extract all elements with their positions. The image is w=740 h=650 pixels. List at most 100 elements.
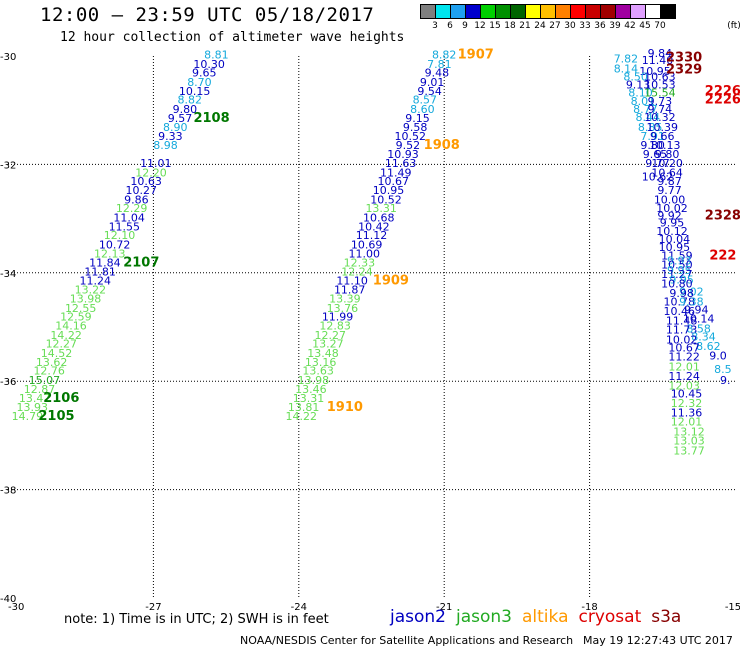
wave-height-value: 9.80: [173, 103, 198, 116]
lat-tick-label: -34: [0, 269, 16, 280]
time-label: 2108: [193, 111, 229, 126]
wave-height-value: 10.42: [358, 221, 390, 234]
wave-height-value: 10.72: [99, 238, 131, 251]
wave-height-value: 10.45: [671, 387, 703, 400]
wave-height-value: 9.48: [425, 67, 450, 80]
wave-height-value: 13.98: [298, 374, 330, 387]
legend-label: 24: [534, 21, 546, 31]
wave-height-value: 13.12: [673, 425, 705, 438]
wave-height-value: 8.44: [636, 111, 661, 124]
wave-height-value: 13.46: [295, 383, 327, 396]
legend-labels: (ft) 3 6 9 12 15 18 21 24 27 30 33 36 39 42 45 70: [420, 19, 740, 33]
wave-height-value: 13.48: [307, 347, 339, 360]
legend-label: 30: [564, 21, 576, 31]
lon-tick-label: -15: [725, 602, 740, 613]
wave-height-value: 9.66: [650, 130, 675, 143]
wave-height-value: 12.29: [116, 202, 148, 215]
wave-height-value: 12.27: [46, 338, 78, 351]
wave-height-value: 8.34: [691, 331, 716, 344]
wave-height-value: 9.58: [403, 121, 428, 134]
wave-height-value: 9.0: [709, 350, 727, 363]
time-label: 1910: [327, 400, 363, 415]
wave-height-value: 9.77: [645, 157, 670, 170]
wave-height-value: 10.13: [649, 139, 681, 152]
legend-label: 39: [609, 21, 621, 31]
wave-height-value: 12.03: [668, 379, 700, 392]
legend-label: 6: [447, 21, 453, 31]
wave-height-value: 9.01: [420, 76, 445, 89]
satellite-legend-jason2: jason2: [390, 607, 446, 627]
wave-height-value: 11.48: [666, 314, 698, 327]
wave-height-value: 10.67: [378, 175, 410, 188]
wave-height-value: 7.82: [614, 53, 639, 66]
wave-height-value: 8.82: [178, 94, 203, 107]
wave-height-value: 10.46: [664, 305, 696, 318]
wave-height-value: 8.50: [623, 70, 648, 83]
wave-height-value: 8.57: [413, 94, 438, 107]
wave-height-value: 10.39: [647, 121, 679, 134]
wave-height-value: 11.99: [322, 310, 354, 323]
wave-height-value: 9.02: [679, 286, 704, 299]
wave-height-value: 12.59: [60, 310, 92, 323]
wave-height-value: 9.54: [417, 85, 442, 98]
wave-height-value: 12.01: [671, 416, 703, 429]
wave-height-value: 13.31: [293, 392, 325, 405]
legend-label: 12: [474, 21, 486, 31]
wave-height-value: 11.01: [140, 157, 172, 170]
wave-height-value: 12.10: [104, 229, 136, 242]
wave-height-value: 9.84: [648, 47, 673, 60]
wave-height-value: 9.65: [192, 67, 217, 80]
wave-height-value: 10.78: [664, 295, 696, 308]
legend-label: 70: [654, 21, 666, 31]
time-label: 1907: [458, 48, 494, 63]
legend-label: 36: [594, 21, 606, 31]
wave-height-value: 11.24: [668, 370, 700, 383]
wave-height-value: 13.16: [305, 356, 337, 369]
wave-height-value: 12.27: [315, 329, 347, 342]
wave-height-value: 9.15: [405, 112, 430, 125]
satellite-legend-s3a: s3a: [651, 607, 682, 627]
legend-label: 9: [462, 21, 468, 31]
legend-label: 15: [489, 21, 501, 31]
wave-height-value: 9.95: [660, 217, 685, 230]
wave-height-value: 13.81: [288, 401, 320, 414]
wave-height-value: 13.62: [36, 356, 68, 369]
wave-height-value: 9.86: [124, 193, 149, 206]
footer-note: note: 1) Time is in UTC; 2) SWH is in fe…: [64, 612, 329, 627]
wave-height-value: 11.27: [661, 268, 693, 281]
time-label: 2107: [123, 255, 159, 270]
wave-height-value: 12.33: [344, 256, 376, 269]
wave-height-value: 9.92: [657, 210, 682, 223]
wave-height-value: 10.32: [644, 111, 676, 124]
wave-height-value: 8.81: [204, 49, 229, 62]
wave-height-value: 10.02: [656, 202, 688, 215]
wave-height-value: 13.39: [329, 293, 361, 306]
wave-height-value: 11.04: [113, 211, 145, 224]
lon-tick-label: -27: [145, 602, 161, 613]
wave-height-value: 10.12: [656, 225, 688, 238]
wave-height-value: 9.95: [667, 264, 692, 277]
wave-height-value: 11.24: [79, 275, 111, 288]
wave-height-value: 9.87: [657, 175, 682, 188]
wave-height-value: 10.14: [683, 313, 715, 326]
wave-height-value: 8.77: [633, 103, 658, 116]
wave-height-value: 10.53: [644, 79, 676, 92]
wave-height-value: 12.76: [33, 365, 65, 378]
wave-height-value: 12.32: [671, 397, 703, 410]
wave-height-value: 12.01: [668, 360, 700, 373]
wave-height-value: 10.93: [387, 148, 419, 161]
wave-height-value: 9.93: [667, 255, 692, 268]
satellite-legend-jason3: jason3: [456, 607, 512, 627]
legend-label: 45: [639, 21, 651, 31]
wave-height-value: 8.60: [410, 103, 435, 116]
wave-height-value: 13.27: [312, 338, 344, 351]
wave-height-value: 11.59: [661, 249, 693, 262]
time-label: 2105: [38, 409, 74, 424]
wave-height-value: 11.49: [380, 166, 412, 179]
wave-height-value: 9.57: [168, 112, 193, 125]
time-label: 2226: [705, 84, 740, 99]
wave-height-value: 10.69: [351, 238, 383, 251]
wave-height-value: 13.03: [673, 435, 705, 448]
wave-height-value: 8.01: [631, 95, 656, 108]
wave-height-value: 14.79: [12, 410, 44, 423]
